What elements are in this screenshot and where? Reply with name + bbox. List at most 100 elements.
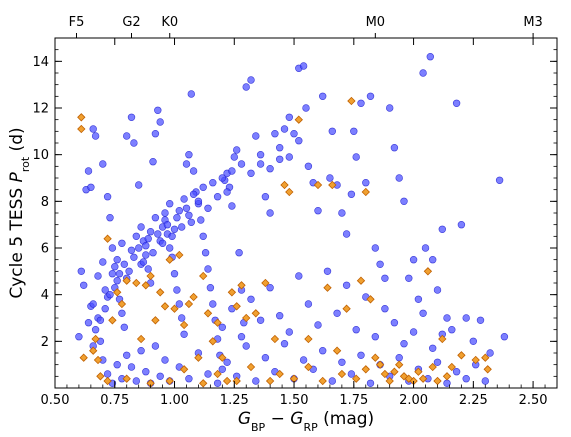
data-point-diamond xyxy=(222,376,232,386)
data-point-circle xyxy=(189,190,198,199)
spectral-type-label: M3 xyxy=(523,15,543,30)
data-point-circle xyxy=(486,349,494,357)
data-point-circle xyxy=(199,183,207,192)
data-point-circle xyxy=(161,356,169,364)
data-point-circle xyxy=(132,232,141,241)
data-point-circle xyxy=(252,132,260,140)
data-point-circle xyxy=(209,300,217,308)
y-tick-label: 4 xyxy=(41,288,49,303)
data-point-circle xyxy=(462,314,470,322)
data-point-circle xyxy=(144,235,152,243)
data-point-circle xyxy=(452,99,461,108)
data-point-circle xyxy=(156,118,164,126)
data-point-circle xyxy=(266,209,274,217)
data-point-diamond xyxy=(347,96,356,106)
data-point-circle xyxy=(500,333,509,341)
data-point-circle xyxy=(154,106,162,115)
plot-frame xyxy=(54,37,558,389)
data-point-circle xyxy=(108,244,117,252)
data-point-circle xyxy=(218,174,227,182)
data-point-circle xyxy=(189,167,198,175)
data-point-circle xyxy=(151,342,160,350)
data-point-diamond xyxy=(213,369,222,379)
x-tick-label: 2.00 xyxy=(399,393,428,408)
data-point-circle xyxy=(213,193,222,201)
data-point-circle xyxy=(185,151,193,159)
data-point-diamond xyxy=(242,313,251,323)
data-point-circle xyxy=(137,347,145,355)
data-point-diamond xyxy=(156,288,165,297)
data-point-diamond xyxy=(232,302,241,311)
data-point-circle xyxy=(96,316,105,324)
data-point-circle xyxy=(185,211,193,220)
data-point-circle xyxy=(127,246,136,255)
data-point-diamond xyxy=(356,276,366,285)
y-axis-label: Cycle 5 TESS Prot (d) xyxy=(7,127,32,298)
x-label-sub1: BP xyxy=(251,421,266,434)
data-point-diamond xyxy=(280,180,289,190)
data-point-circle xyxy=(185,375,193,383)
data-point-circle xyxy=(173,286,181,294)
data-point-circle xyxy=(77,267,86,275)
data-point-circle xyxy=(130,139,138,147)
data-point-circle xyxy=(228,167,236,175)
data-point-circle xyxy=(395,354,403,362)
data-point-circle xyxy=(462,375,470,383)
data-point-circle xyxy=(149,249,157,257)
data-point-circle xyxy=(235,249,243,257)
data-point-circle xyxy=(338,209,346,217)
data-point-circle xyxy=(204,370,212,378)
data-point-circle xyxy=(266,284,274,292)
data-point-diamond xyxy=(232,376,241,386)
data-point-circle xyxy=(242,83,250,91)
data-point-circle xyxy=(457,221,466,229)
data-point-diamond xyxy=(483,365,492,374)
data-point-circle xyxy=(130,253,138,261)
x-label-g1: G xyxy=(238,409,251,429)
data-point-circle xyxy=(166,200,174,208)
data-point-circle xyxy=(452,368,461,376)
x-tick-label: 2.50 xyxy=(519,393,548,408)
data-point-diamond xyxy=(93,355,103,365)
data-point-circle xyxy=(223,188,231,196)
data-point-circle xyxy=(347,190,356,199)
data-point-diamond xyxy=(428,362,437,372)
data-point-diamond xyxy=(141,281,150,290)
data-point-circle xyxy=(304,300,313,308)
data-point-circle xyxy=(173,214,181,222)
data-point-circle xyxy=(113,256,121,264)
data-point-circle xyxy=(201,249,210,257)
data-point-circle xyxy=(285,113,293,122)
data-point-diamond xyxy=(275,369,284,379)
data-point-diamond xyxy=(265,376,275,386)
data-point-circle xyxy=(237,160,246,168)
data-point-circle xyxy=(154,230,162,238)
data-point-diamond xyxy=(136,334,146,344)
data-point-circle xyxy=(299,62,308,70)
x-tick-label: 1.50 xyxy=(280,393,309,408)
data-point-circle xyxy=(371,244,379,252)
data-point-diamond xyxy=(418,374,428,383)
data-point-circle xyxy=(314,207,322,215)
data-point-circle xyxy=(120,260,129,268)
data-point-circle xyxy=(84,167,93,175)
data-point-circle xyxy=(113,361,121,369)
data-point-diamond xyxy=(194,353,203,362)
spectral-type-label: F5 xyxy=(69,15,85,30)
data-point-circle xyxy=(328,127,336,136)
data-point-circle xyxy=(256,316,265,324)
data-point-circle xyxy=(194,197,203,206)
data-point-diamond xyxy=(103,376,112,386)
data-point-diamond xyxy=(304,362,313,372)
data-point-circle xyxy=(405,274,413,282)
data-point-circle xyxy=(89,125,97,133)
y-label-unit: (d) xyxy=(7,127,27,156)
data-point-circle xyxy=(433,286,442,294)
data-point-circle xyxy=(103,193,112,201)
data-point-circle xyxy=(362,179,370,187)
data-point-circle xyxy=(409,328,418,336)
data-point-circle xyxy=(228,202,236,210)
data-point-diamond xyxy=(132,278,141,288)
data-point-circle xyxy=(137,223,145,231)
